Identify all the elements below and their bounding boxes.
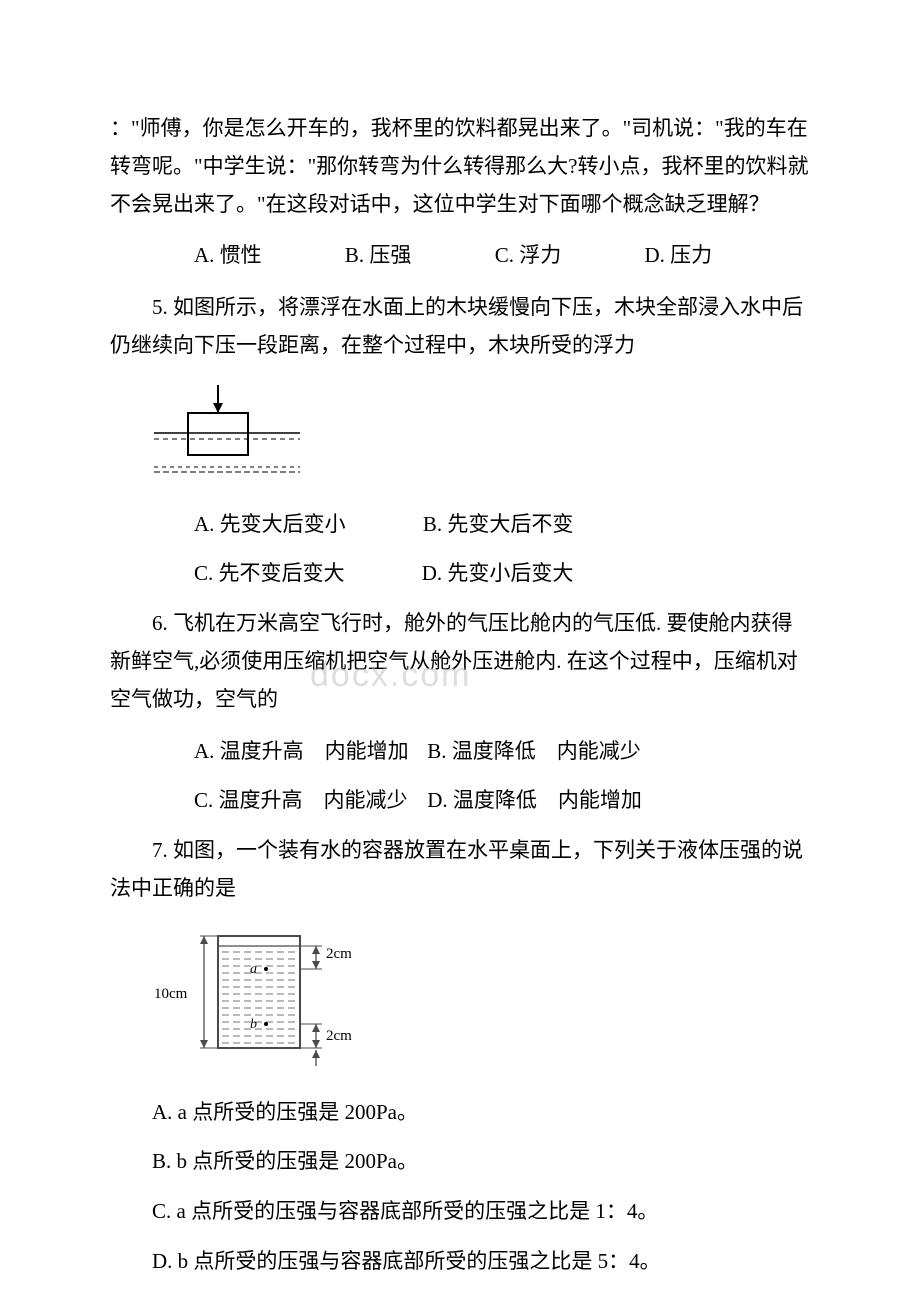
q7-stem: 7. 如图，一个装有水的容器放置在水平桌面上，下列关于液体压强的说法中正确的是 <box>110 832 810 908</box>
q4-opt-b: B. 压强 <box>303 237 412 275</box>
q5-options-row2: C. 先不变后变大 D. 先变小后变大 <box>110 555 810 593</box>
q5-diagram-icon <box>150 379 305 479</box>
q4-opt-c: C. 浮力 <box>453 237 562 275</box>
q6-options-row2: C. 温度升高 内能减少 D. 温度降低 内能增加 <box>110 782 810 820</box>
q6-options-row1: A. 温度升高 内能增加 B. 温度降低 内能减少 <box>110 733 810 771</box>
q6-opt-d: D. 温度降低 内能增加 <box>427 788 642 812</box>
q7-opt-d: D. b 点所受的压强与容器底部所受的压强之比是 5：4。 <box>110 1243 810 1281</box>
q7-opt-c: C. a 点所受的压强与容器底部所受的压强之比是 1：4。 <box>110 1193 810 1231</box>
q4-opt-a: A. 惯性 <box>152 237 262 275</box>
q4-opt-d: D. 压力 <box>602 237 712 275</box>
q6-opt-a: A. 温度升高 内能增加 <box>152 733 422 771</box>
q7-figure: a b 10cm 2cm 2cm <box>150 922 810 1080</box>
q5-opt-c: C. 先不变后变大 <box>152 555 345 593</box>
q5-stem: 5. 如图所示，将漂浮在水面上的木块缓慢向下压，木块全部浸入水中后仍继续向下压一… <box>110 289 810 365</box>
q7-opt-a: A. a 点所受的压强是 200Pa。 <box>110 1094 810 1132</box>
q7-label-2cm-top: 2cm <box>326 946 352 962</box>
q5-opt-b: B. 先变大后不变 <box>381 506 574 544</box>
q6-stem: 6. 飞机在万米高空飞行时，舱外的气压比舱内的气压低. 要使舱内获得新鲜空气,必… <box>110 605 810 718</box>
q7-diagram-icon: a b 10cm 2cm 2cm <box>150 922 370 1067</box>
q4-options: A. 惯性 B. 压强 C. 浮力 D. 压力 <box>110 237 810 275</box>
q7-label-10cm: 10cm <box>154 986 188 1002</box>
page-content: ："师傅，你是怎么开车的，我杯里的饮料都晃出来了。"司机说："我的车在转弯呢。"… <box>110 110 810 1281</box>
q7-label-2cm-bottom: 2cm <box>326 1028 352 1044</box>
q7-label-b: b <box>250 1017 257 1032</box>
q5-options-row1: A. 先变大后变小 B. 先变大后不变 <box>110 506 810 544</box>
q5-opt-a: A. 先变大后变小 <box>152 506 346 544</box>
q5-figure <box>150 379 810 492</box>
q6-opt-c: C. 温度升高 内能减少 <box>152 782 422 820</box>
q7-opt-b: B. b 点所受的压强是 200Pa。 <box>110 1143 810 1181</box>
q5-opt-d: D. 先变小后变大 <box>380 555 574 593</box>
q4-continuation: ："师傅，你是怎么开车的，我杯里的饮料都晃出来了。"司机说："我的车在转弯呢。"… <box>110 110 810 223</box>
q7-label-a: a <box>250 962 257 977</box>
q6-opt-b: B. 温度降低 内能减少 <box>427 739 641 763</box>
